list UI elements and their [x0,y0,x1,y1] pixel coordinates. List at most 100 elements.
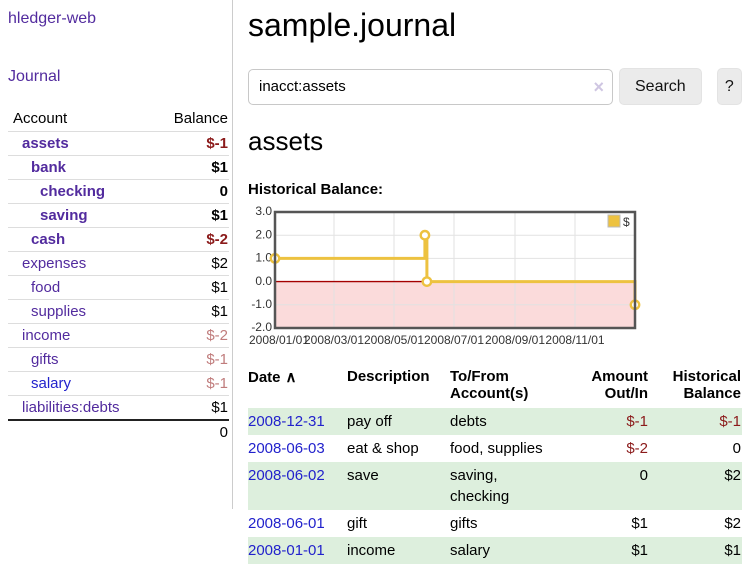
account-row: gifts $-1 [8,347,229,372]
register-header-description: Description [347,368,430,385]
account-row: cash $-2 [8,227,229,252]
account-balance: $1 [211,207,228,224]
search-input[interactable] [248,68,613,105]
y-axis-tick: -1.0 [251,297,272,311]
transaction-description: eat & shop [347,440,419,457]
account-balance: $1 [211,303,228,320]
transaction-amount: $1 [631,542,648,559]
account-link-liabilities-debts[interactable]: liabilities:debts [22,399,120,416]
historical-balance-chart: 3.0 2.0 1.0 0.0 -1.0 -2.0 $ 2 [249,205,641,347]
gridlines [275,212,635,328]
x-axis-tick: 2008/07/01 [424,333,484,347]
account-balance: $-2 [206,231,228,248]
sidebar: hledger-web Journal Account Balance asse… [0,0,233,509]
sort-asc-icon: ∧ [285,369,297,386]
transaction-description: gift [347,515,368,532]
clear-search-icon[interactable]: × [593,76,604,97]
transaction-description: save [347,467,379,484]
transaction-accounts: gifts [450,515,478,532]
accounts-header-row: Account Balance [8,106,229,132]
transaction-accounts: salary [450,542,491,559]
sidebar-nav: Journal [8,68,228,86]
brand-link[interactable]: hledger-web [8,10,97,27]
data-point-marker [421,276,433,288]
x-axis-tick: 2008/03/01 [304,333,364,347]
register-header-row: Date ∧ Description To/From Account(s) Amo… [248,366,742,408]
transaction-balance: $2 [724,515,741,532]
transaction-balance: 0 [732,440,741,457]
register-header-amount: Amount Out/In [591,368,648,402]
transaction-accounts: debts [450,413,487,430]
x-axis-tick: 2008/05/01 [364,333,424,347]
account-link-income[interactable]: income [22,327,71,344]
account-row: expenses $2 [8,251,229,276]
register-header-balance: Historical Balance [672,368,741,402]
account-link-food[interactable]: food [31,279,61,296]
help-button[interactable]: ? [716,68,742,105]
account-row: liabilities:debts $1 [8,395,229,421]
transaction-balance: $2 [724,467,741,484]
account-title: assets [248,126,324,156]
account-link-assets[interactable]: assets [22,135,69,152]
transaction-amount: 0 [639,467,648,484]
accounts-header-account: Account [13,110,68,127]
transaction-row: 2008-06-03 eat & shop food, supplies $-2… [248,435,742,462]
transaction-balance: $-1 [719,413,741,430]
x-axis-tick: 2008/01/01 [249,333,309,347]
account-link-gifts[interactable]: gifts [31,351,59,368]
transaction-date-link[interactable]: 2008-06-03 [248,440,325,457]
search-button[interactable]: Search [619,68,702,105]
account-link-cash[interactable]: cash [31,231,66,248]
account-row: assets $-1 [8,131,229,156]
transaction-amount: $-2 [626,440,648,457]
y-axis-tick: 1.0 [255,251,272,265]
y-axis-tick: 2.0 [255,227,272,241]
transaction-row: 2008-06-01 gift gifts $1 $2 [248,510,742,537]
y-axis-tick: 3.0 [255,205,272,218]
account-link-checking[interactable]: checking [40,183,106,200]
y-axis-tick: 0.0 [255,274,272,288]
transaction-date-link[interactable]: 2008-06-01 [248,515,325,532]
account-balance: $2 [211,255,228,272]
transaction-accounts: food, supplies [450,440,543,457]
transaction-amount: $1 [631,515,648,532]
account-balance: $-1 [206,351,228,368]
search-form: × Search ? [248,68,742,105]
transaction-description: income [347,542,396,559]
register-header-date[interactable]: Date ∧ [248,369,297,386]
transaction-date-link[interactable]: 2008-12-31 [248,413,325,430]
transaction-amount: $-1 [626,413,648,430]
y-axis-tick: -2.0 [251,320,272,334]
account-balance: $1 [211,159,228,176]
account-link-supplies[interactable]: supplies [31,303,87,320]
register-table: Date ∧ Description To/From Account(s) Amo… [248,366,742,564]
accounts-table: Account Balance assets $-1 bank $1 check… [8,106,229,444]
transaction-date-link[interactable]: 2008-01-01 [248,542,325,559]
transaction-description: pay off [347,413,392,430]
account-link-bank[interactable]: bank [31,159,67,176]
account-balance: $-1 [206,375,228,392]
account-link-salary[interactable]: salary [31,375,72,392]
register-header-accounts: To/From Account(s) [450,368,529,402]
account-row: saving $1 [8,203,229,228]
accounts-total-row: 0 [8,420,229,444]
data-point-marker [419,229,431,241]
transaction-date-link[interactable]: 2008-06-02 [248,467,325,484]
account-balance: $1 [211,399,228,416]
account-row: supplies $1 [8,299,229,324]
transaction-row: 2008-01-01 income salary $1 $1 [248,537,742,564]
account-row: salary $-1 [8,371,229,396]
account-link-expenses[interactable]: expenses [22,255,87,272]
sidebar-item-journal[interactable]: Journal [8,68,61,85]
accounts-total-balance: 0 [219,424,228,441]
account-row: food $1 [8,275,229,300]
account-link-saving[interactable]: saving [40,207,88,224]
chart-label: Historical Balance: [248,181,384,198]
legend-swatch-icon [607,214,621,228]
account-row: checking 0 [8,179,229,204]
transaction-accounts: saving, checking [450,467,510,505]
transaction-row: 2008-06-02 save saving, checking 0 $2 [248,462,742,510]
account-row: bank $1 [8,155,229,180]
x-axis-tick: 2008/11/01 [545,333,604,347]
transaction-row: 2008-12-31 pay off debts $-1 $-1 [248,408,742,435]
